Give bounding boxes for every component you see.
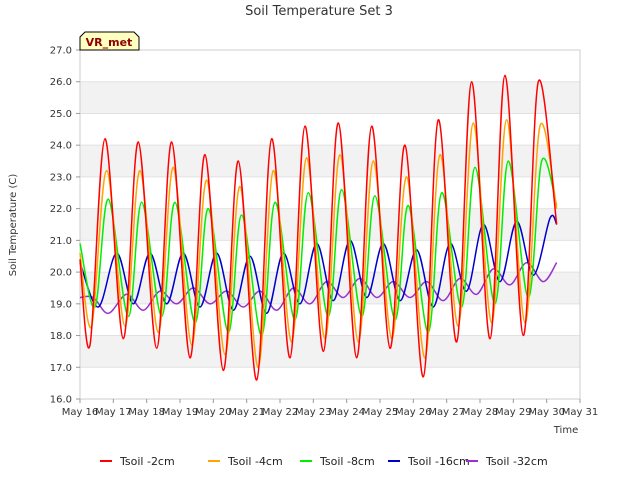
series-line-tsoil-2cm [79, 74, 558, 381]
grid-band [80, 335, 580, 368]
x-tick-label: May 30 [528, 407, 565, 418]
x-tick-label: May 20 [195, 407, 232, 418]
x-tick-label: May 31 [562, 407, 599, 418]
x-tick-label: May 29 [495, 407, 532, 418]
grid-band [80, 81, 580, 114]
legend-label-tsoil-4cm: Tsoil -4cm [227, 455, 283, 468]
x-tick-label: May 27 [428, 407, 465, 418]
series-layer [79, 74, 558, 381]
y-tick-label: 22.0 [50, 204, 72, 215]
chart-title: Soil Temperature Set 3 [245, 4, 393, 19]
y-tick-label: 26.0 [50, 77, 72, 88]
plot-frame [79, 49, 581, 400]
y-tick-label: 24.0 [50, 141, 72, 152]
grid-band [80, 208, 580, 241]
x-tick-label: May 22 [262, 407, 299, 418]
y-axis-label: Soil Temperature (C) [8, 174, 19, 277]
x-tick-label: May 16 [62, 407, 99, 418]
y-tick-label: 17.0 [50, 363, 72, 374]
y-tick-label: 19.0 [50, 299, 72, 310]
x-axis-label: Time [553, 425, 578, 436]
legend-label-tsoil-16cm: Tsoil -16cm [407, 455, 470, 468]
y-tick-label: 25.0 [50, 109, 72, 120]
x-tick-label: May 25 [362, 407, 399, 418]
station-badge-label: VR_met [86, 36, 133, 49]
y-axis-ticks: 16.0 17.0 18.0 19.0 20.0 21.0 22.0 23.0 24.0 25.0… [50, 46, 80, 406]
y-tick-label: 20.0 [50, 268, 72, 279]
y-tick-label: 23.0 [50, 172, 72, 183]
x-tick-label: May 17 [95, 407, 132, 418]
y-tick-label: 18.0 [50, 331, 72, 342]
legend-label-tsoil-2cm: Tsoil -2cm [119, 455, 175, 468]
y-tick-label: 21.0 [50, 236, 72, 247]
x-tick-label: May 24 [328, 407, 365, 418]
series-line-tsoil-8cm [79, 157, 558, 337]
station-badge-box [79, 31, 140, 51]
grid-band [80, 145, 580, 177]
x-tick-label: May 26 [395, 407, 432, 418]
y-tick-label: 27.0 [50, 46, 72, 57]
x-tick-label: May 28 [462, 407, 499, 418]
x-tick-label: May 23 [295, 407, 332, 418]
legend: Tsoil -2cm Tsoil -4cm Tsoil -8cm Tsoil -16c… [100, 455, 548, 468]
x-tick-label: May 21 [228, 407, 265, 418]
x-tick-label: May 18 [128, 407, 165, 418]
y-tick-label: 16.0 [50, 395, 72, 406]
station-badge: VR_met [79, 31, 140, 51]
legend-label-tsoil-32cm: Tsoil -32cm [485, 455, 548, 468]
legend-label-tsoil-8cm: Tsoil -8cm [319, 455, 375, 468]
x-tick-label: May 19 [162, 407, 199, 418]
